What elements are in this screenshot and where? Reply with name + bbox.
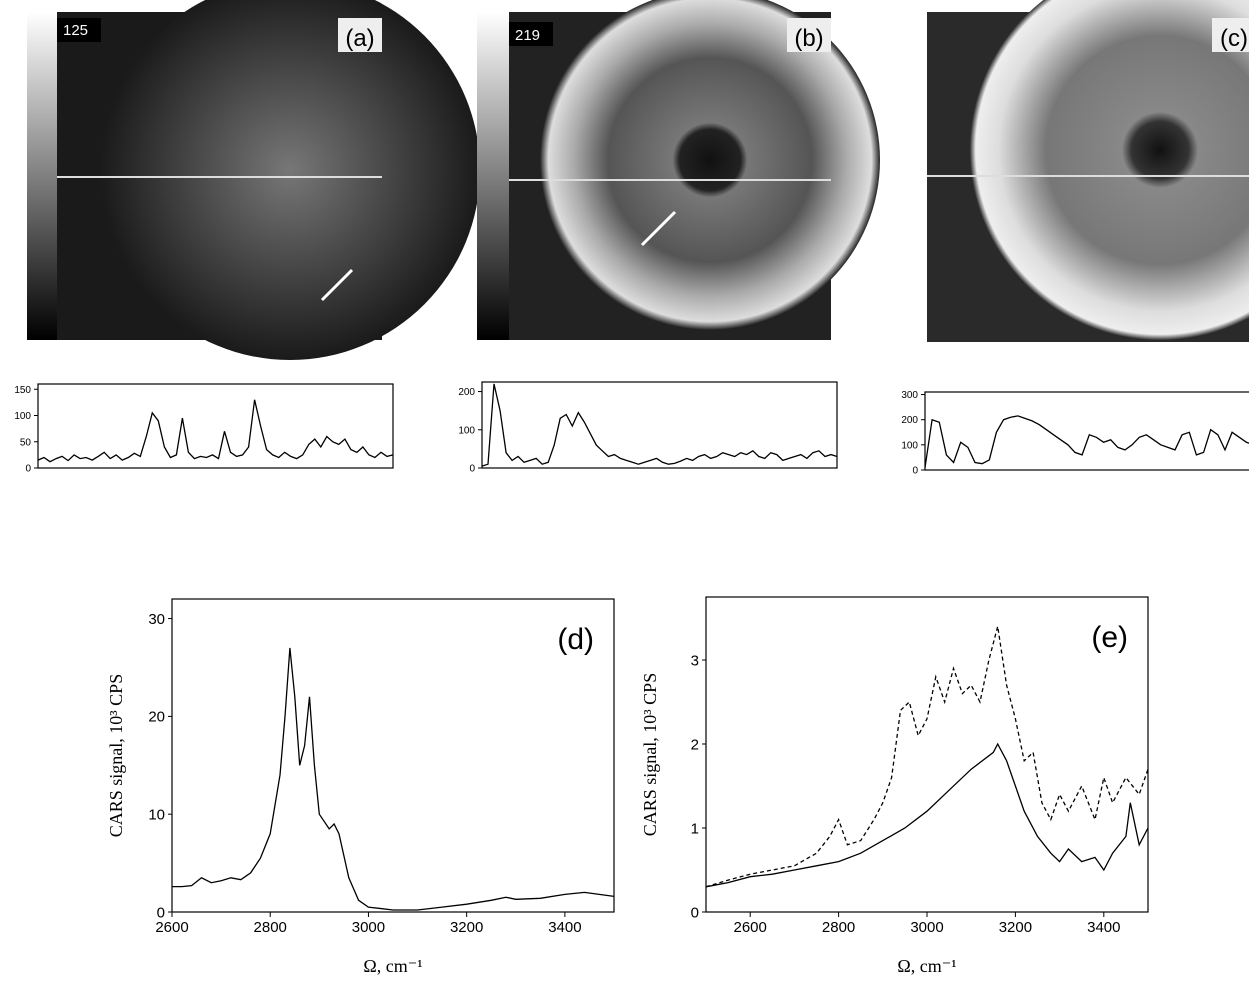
plot-frame xyxy=(705,596,1149,913)
data-line xyxy=(481,383,838,467)
plot-frame xyxy=(481,381,838,469)
scale-label: 219 xyxy=(515,27,540,44)
x-axis-label: Ω, cm⁻¹ xyxy=(363,956,422,976)
x-tick-label: 3200 xyxy=(999,919,1032,936)
y-tick-label: 100 xyxy=(458,425,475,436)
panel-label: (d) xyxy=(557,623,594,656)
y-tick-label: 0 xyxy=(469,464,475,475)
y-tick-label: 3 xyxy=(691,652,699,669)
x-axis-label: Ω, cm⁻¹ xyxy=(897,956,956,976)
micrograph-b: 219 (b) xyxy=(477,0,880,340)
plot-frame xyxy=(924,391,1249,471)
x-tick-label: 3000 xyxy=(910,919,943,936)
y-tick-label: 200 xyxy=(901,415,918,426)
micrograph-c: (c) xyxy=(927,0,1249,342)
panel-label: (e) xyxy=(1091,621,1128,654)
y-tick-label: 150 xyxy=(14,385,31,396)
y-tick-label: 30 xyxy=(148,611,165,628)
y-tick-label: 1 xyxy=(691,820,699,837)
x-tick-label: 2800 xyxy=(822,919,855,936)
y-axis-label: CARS signal, 10³ CPS xyxy=(106,674,126,837)
x-tick-label: 2800 xyxy=(254,919,287,936)
data-line xyxy=(172,647,615,911)
panel-label: (c) xyxy=(1220,25,1248,52)
x-tick-label: 2600 xyxy=(734,919,767,936)
x-tick-label: 3400 xyxy=(1087,919,1120,936)
plot-frame xyxy=(171,598,615,913)
data-line xyxy=(705,742,1149,888)
x-tick-label: 3200 xyxy=(450,919,483,936)
y-axis-label: CARS signal, 10³ CPS xyxy=(640,673,660,836)
y-tick-label: 0 xyxy=(25,464,31,475)
y-tick-label: 20 xyxy=(148,709,165,726)
y-tick-label: 0 xyxy=(912,466,918,477)
y-tick-label: 0 xyxy=(691,904,699,921)
micrograph-a: 125 (a) xyxy=(27,0,480,360)
data-line xyxy=(705,626,1149,888)
y-tick-label: 300 xyxy=(901,390,918,401)
data-line xyxy=(924,415,1249,468)
x-tick-label: 3000 xyxy=(352,919,385,936)
scale-label: 125 xyxy=(63,22,88,39)
y-tick-label: 2 xyxy=(691,736,699,753)
data-line xyxy=(37,399,394,463)
y-tick-label: 10 xyxy=(148,806,165,823)
plot-frame xyxy=(37,383,394,469)
x-tick-label: 2600 xyxy=(155,919,188,936)
y-tick-label: 100 xyxy=(14,411,31,422)
x-tick-label: 3400 xyxy=(548,919,581,936)
panel-label: (a) xyxy=(345,25,374,52)
y-tick-label: 50 xyxy=(20,437,32,448)
y-tick-label: 0 xyxy=(157,904,165,921)
y-tick-label: 100 xyxy=(901,440,918,451)
y-tick-label: 200 xyxy=(458,387,475,398)
panel-label: (b) xyxy=(794,25,823,52)
